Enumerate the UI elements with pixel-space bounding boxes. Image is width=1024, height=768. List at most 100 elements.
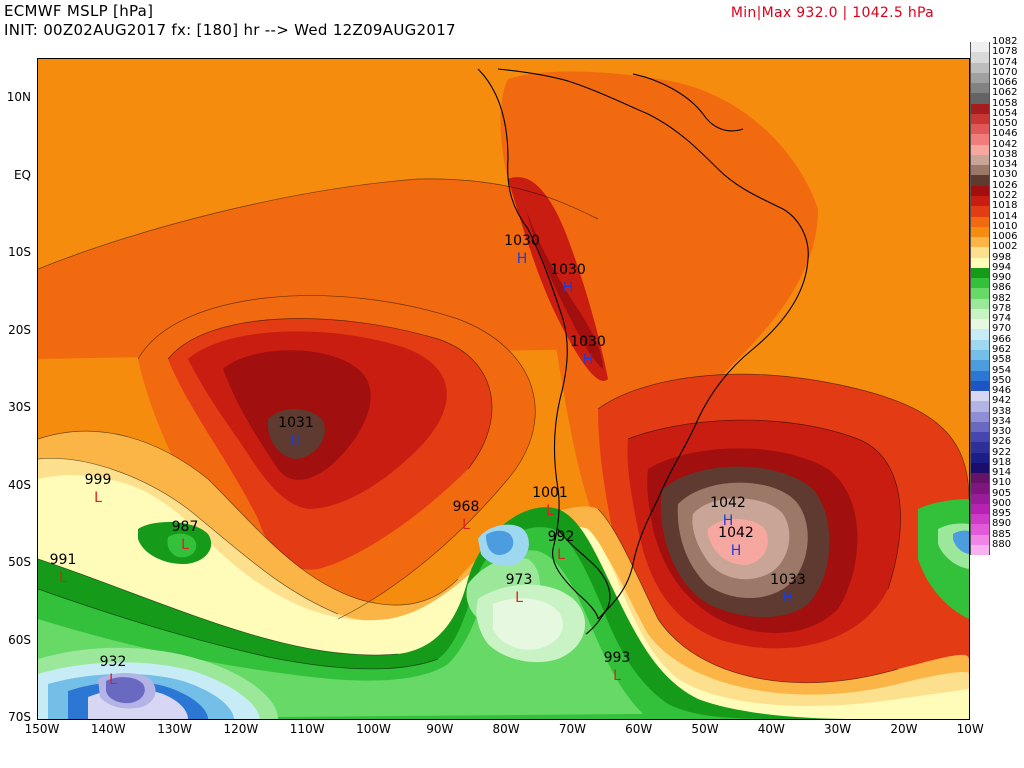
legend-entry: 1078 — [968, 46, 1024, 63]
lon-tick: 80W — [492, 722, 520, 736]
legend-label: 910 — [992, 477, 1012, 489]
legend-entry: 1018 — [968, 200, 1024, 217]
legend-swatch — [970, 308, 990, 320]
legend-entry: 905 — [968, 488, 1024, 504]
legend-label: 942 — [992, 395, 1012, 407]
legend-swatch — [970, 452, 990, 463]
legend-label: 1062 — [992, 87, 1018, 99]
legend-entry: 962 — [968, 344, 1024, 361]
low-marker: L — [59, 570, 67, 586]
lat-tick: 10S — [8, 245, 31, 259]
legend-label: 914 — [992, 467, 1012, 479]
legend-entry: 1002 — [968, 241, 1024, 258]
legend-swatch — [970, 124, 990, 135]
lat-tick: 40S — [8, 478, 31, 492]
legend-entry: 922 — [968, 447, 1024, 463]
legend-label: 890 — [992, 518, 1012, 530]
legend-label: 962 — [992, 343, 1012, 355]
pressure-center-value: 973 — [506, 572, 533, 588]
legend-entry: 1034 — [968, 159, 1024, 176]
pressure-center-value: 1001 — [532, 485, 568, 501]
legend-entry: 982 — [968, 293, 1024, 309]
lat-tick: 30S — [8, 400, 31, 414]
map-title: ECMWF MSLP [hPa] — [4, 2, 154, 20]
legend-entry: 914 — [968, 467, 1024, 484]
low-marker: L — [181, 537, 189, 553]
legend-label: 978 — [992, 302, 1012, 314]
legend-swatch — [970, 514, 990, 525]
legend-label: 954 — [992, 364, 1012, 376]
low-marker: L — [546, 503, 554, 519]
legend-entry: 946 — [968, 385, 1024, 402]
lon-tick: 30W — [824, 722, 852, 736]
high-marker: H — [723, 513, 734, 529]
legend-entry: 1058 — [968, 98, 1024, 114]
legend-entry: 1066 — [968, 77, 1024, 94]
legend-entry: 885 — [968, 529, 1024, 546]
lon-tick: 130W — [157, 722, 192, 736]
legend-swatch — [970, 195, 990, 207]
legend-label: 1014 — [992, 210, 1018, 222]
legend-swatch — [970, 185, 990, 196]
legend-label: 1066 — [992, 77, 1018, 89]
legend-swatch — [970, 473, 990, 484]
legend-entry: 1038 — [968, 149, 1024, 166]
legend-swatch — [970, 247, 990, 258]
legend-entry: 1026 — [968, 180, 1024, 196]
legend-swatch — [970, 432, 990, 443]
legend-entry: 900 — [968, 498, 1024, 515]
legend-swatch — [970, 483, 990, 494]
legend-label: 1002 — [992, 241, 1018, 253]
legend-label: 880 — [992, 539, 1012, 551]
init-line: INIT: 00Z02AUG2017 fx: [180] hr --> Wed … — [4, 21, 456, 39]
legend-swatch — [970, 421, 990, 433]
lat-tick: 60S — [8, 633, 31, 647]
legend-entry: 974 — [968, 313, 1024, 330]
lon-tick: 50W — [691, 722, 719, 736]
legend-entry: 1054 — [968, 108, 1024, 125]
legend-swatch — [970, 226, 990, 238]
legend-swatch — [970, 42, 990, 53]
legend-swatch — [970, 370, 990, 381]
lon-tick: 110W — [289, 722, 325, 736]
legend-swatch — [970, 524, 990, 535]
legend-swatch — [970, 165, 990, 176]
legend-label: 938 — [992, 405, 1012, 417]
legend-swatch — [970, 503, 990, 515]
legend-label: 1022 — [992, 189, 1018, 201]
lon-tick: 20W — [890, 722, 918, 736]
high-marker: H — [731, 543, 742, 559]
legend-label: 946 — [992, 385, 1012, 397]
legend-label: 1006 — [992, 231, 1018, 243]
legend-swatch — [970, 154, 990, 166]
legend-label: 934 — [992, 415, 1012, 427]
legend-swatch — [970, 72, 990, 84]
legend-label: 1070 — [992, 66, 1018, 78]
legend-entry: 1074 — [968, 57, 1024, 73]
legend-label: 900 — [992, 497, 1012, 509]
pressure-center-value: 1030 — [570, 334, 606, 350]
legend-swatch — [970, 52, 990, 63]
legend-entry: 978 — [968, 303, 1024, 320]
legend-swatch — [970, 442, 990, 453]
legend-swatch — [970, 462, 990, 474]
lon-tick: 100W — [356, 722, 391, 736]
legend-swatch — [970, 319, 990, 330]
legend-swatch — [970, 288, 990, 299]
lat-tick: 10N — [6, 90, 31, 104]
legend-swatch — [970, 113, 990, 125]
legend-swatch — [970, 144, 990, 155]
legend-entry: 942 — [968, 395, 1024, 412]
pressure-center-value: 993 — [604, 650, 631, 666]
high-marker: H — [291, 433, 302, 449]
lon-tick: 90W — [426, 722, 454, 736]
legend-entry: 970 — [968, 323, 1024, 340]
legend-swatch — [970, 329, 990, 340]
legend-entry: 950 — [968, 375, 1024, 392]
legend-label: 1030 — [992, 169, 1018, 181]
legend-swatch — [970, 134, 990, 145]
legend-entry: 1014 — [968, 211, 1024, 227]
legend-label: 986 — [992, 282, 1012, 294]
high-marker: H — [517, 251, 528, 267]
lon-tick: 140W — [90, 722, 126, 736]
